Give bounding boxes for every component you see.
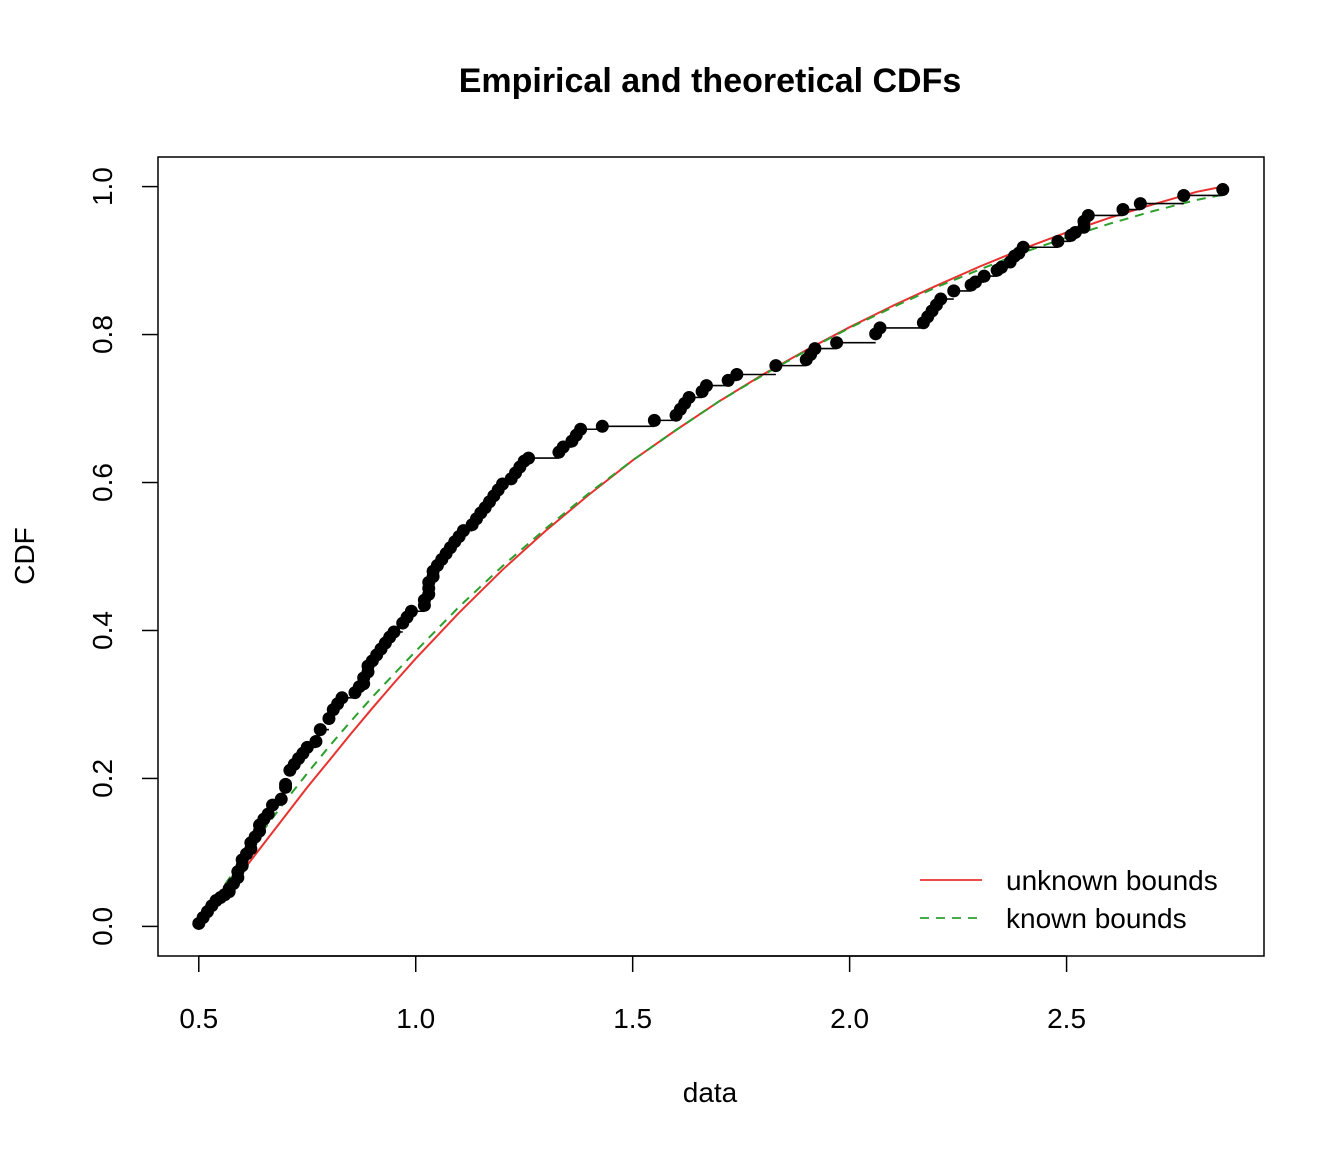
- x-tick-label: 0.5: [179, 1003, 218, 1034]
- ecdf-point: [387, 625, 401, 639]
- ecdf-point: [595, 419, 609, 433]
- ecdf-point: [274, 792, 288, 806]
- y-tick-label: 0.6: [87, 463, 118, 502]
- x-tick-label: 2.5: [1047, 1003, 1086, 1034]
- ecdf-point: [1177, 188, 1191, 202]
- x-tick-label: 1.5: [613, 1003, 652, 1034]
- series-line-unknown-bounds: [198, 185, 1223, 928]
- y-axis: 0.0 0.2 0.4 0.6 0.8 1.0: [87, 167, 158, 946]
- ecdf-point: [934, 292, 948, 306]
- ecdf-point: [977, 269, 991, 283]
- x-axis: 0.5 1.0 1.5 2.0 2.5: [179, 955, 1086, 1034]
- x-axis-label: data: [683, 1077, 738, 1108]
- ecdf-point: [309, 734, 323, 748]
- plot-frame: [157, 156, 1265, 957]
- ecdf-point: [574, 422, 588, 436]
- y-tick-label: 0.4: [87, 611, 118, 650]
- y-tick-label: 0.0: [87, 907, 118, 946]
- legend-label-known-bounds: known bounds: [1006, 903, 1187, 934]
- ecdf-point: [808, 342, 822, 356]
- ecdf-point: [522, 451, 536, 465]
- ecdf-point: [404, 604, 418, 618]
- ecdf-point: [1051, 234, 1065, 248]
- ecdf-point: [730, 368, 744, 382]
- series-layer: [197, 185, 1223, 928]
- ecdf-layer: [192, 183, 1230, 930]
- ecdf-point: [769, 359, 783, 373]
- ecdf-point: [1116, 203, 1130, 217]
- ecdf-point: [699, 379, 713, 393]
- ecdf-point: [647, 413, 661, 427]
- ecdf-point: [313, 723, 327, 737]
- ecdf-point: [947, 284, 961, 298]
- legend-label-unknown-bounds: unknown bounds: [1006, 865, 1218, 896]
- y-tick-label: 0.8: [87, 315, 118, 354]
- ecdf-point: [335, 691, 349, 705]
- ecdf-point: [1081, 208, 1095, 222]
- ecdf-point: [873, 321, 887, 335]
- y-tick-label: 1.0: [87, 167, 118, 206]
- x-tick-label: 2.0: [830, 1003, 869, 1034]
- series-line-known-bounds: [197, 193, 1223, 925]
- ecdf-point: [830, 336, 844, 350]
- ecdf-point: [1133, 197, 1147, 211]
- ecdf-point: [1016, 240, 1030, 254]
- legend: unknown bounds known bounds: [920, 865, 1218, 934]
- chart-title: Empirical and theoretical CDFs: [459, 62, 962, 100]
- ecdf-point: [279, 777, 293, 791]
- y-tick-label: 0.2: [87, 759, 118, 798]
- ecdf-point: [682, 390, 696, 404]
- ecdf-point: [1216, 183, 1230, 197]
- y-axis-label: CDF: [9, 527, 40, 585]
- x-tick-label: 1.0: [396, 1003, 435, 1034]
